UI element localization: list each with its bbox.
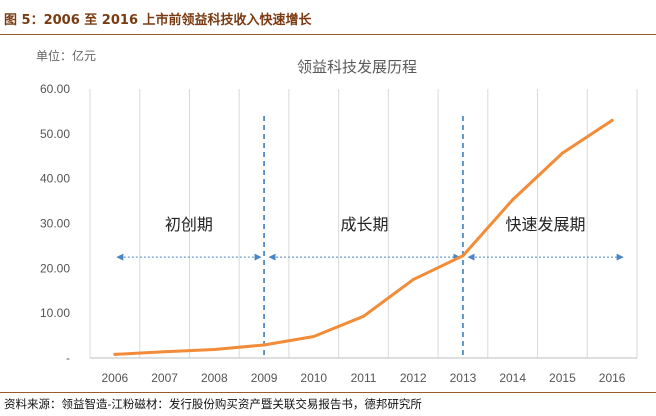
x-tick-label: 2008: [201, 371, 228, 385]
chart-title: 领益科技发展历程: [297, 58, 417, 76]
revenue-data-point: [511, 198, 515, 202]
x-tick-label: 2016: [599, 371, 626, 385]
phase-label: 快速发展期: [506, 215, 586, 234]
x-tick-label: 2009: [251, 371, 278, 385]
unit-label: 单位：亿元: [36, 48, 96, 63]
caption-divider: [0, 34, 656, 35]
phase-label: 初创期: [165, 215, 213, 234]
revenue-data-point: [461, 254, 465, 258]
y-tick-label: 60.00: [40, 82, 70, 96]
x-tick-label: 2010: [300, 371, 327, 385]
revenue-data-point: [610, 118, 614, 122]
x-tick-label: 2013: [450, 371, 477, 385]
x-tick-label: 2015: [549, 371, 576, 385]
chart: 单位：亿元 领益科技发展历程 - 10.00 20.00 30.00 40.00 50.0…: [36, 48, 638, 385]
y-tick-label: 50.00: [40, 127, 70, 141]
source-divider: [0, 392, 656, 393]
x-tick-label: 2012: [400, 371, 427, 385]
revenue-data-point: [312, 334, 316, 338]
revenue-data-point: [560, 151, 564, 155]
revenue-data-point: [262, 343, 266, 347]
y-tick-label: 30.00: [40, 217, 70, 231]
y-tick-label: -: [66, 351, 70, 365]
y-tick-label: 10.00: [40, 306, 70, 320]
phase-label: 成长期: [340, 215, 388, 234]
y-tick-label: 20.00: [40, 261, 70, 275]
figure-caption: 图 5：2006 至 2016 上市前领益科技收入快速增长: [4, 13, 312, 28]
revenue-data-point: [362, 314, 365, 318]
x-tick-label: 2007: [151, 371, 178, 385]
source-note: 资料来源：领益智造-江粉磁材：发行股份购买资产暨关联交易报告书，德邦研究所: [4, 397, 422, 411]
x-tick-label: 2011: [351, 371, 377, 385]
x-tick-label: 2014: [499, 371, 526, 385]
revenue-data-point: [113, 352, 117, 356]
revenue-data-point: [411, 278, 415, 282]
revenue-data-point: [163, 350, 167, 354]
revenue-data-point: [212, 347, 216, 351]
x-tick-label: 2006: [102, 371, 129, 385]
y-tick-label: 40.00: [40, 172, 70, 186]
